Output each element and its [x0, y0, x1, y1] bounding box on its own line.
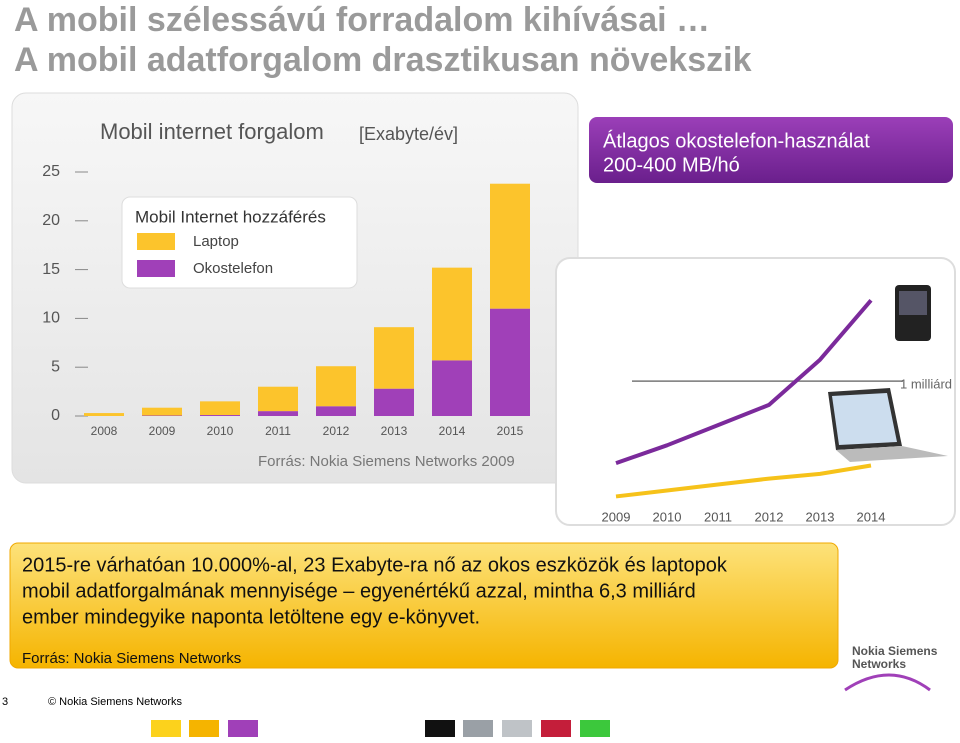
bar-segment: [200, 401, 240, 416]
legend-label: Laptop: [193, 233, 239, 250]
x-tick-label: 2014: [439, 424, 466, 438]
bar-segment: [490, 308, 530, 416]
legend-swatch: [137, 233, 175, 250]
slide-title: A mobil adatforgalom drasztikusan növeks…: [14, 41, 752, 79]
color-squares: [151, 720, 610, 737]
usage-text: 200-400 MB/hó: [603, 154, 740, 176]
legend-title: Mobil Internet hozzáférés: [135, 207, 326, 226]
page-number: 3: [2, 696, 8, 708]
phone-icon: [895, 285, 931, 341]
x-tick-label: 2013: [806, 509, 835, 524]
callout-text: mobil adatforgalmának mennyisége – egyen…: [22, 580, 696, 602]
x-tick-label: 2014: [857, 509, 886, 524]
x-tick-label: 2011: [265, 424, 291, 438]
callout-source: Forrás: Nokia Siemens Networks: [22, 650, 241, 667]
line: [615, 298, 873, 466]
line: [615, 463, 872, 499]
x-tick-label: 2015: [497, 424, 524, 438]
x-tick-label: 2010: [653, 509, 682, 524]
y-tick-label: 10: [42, 310, 60, 327]
legend: [121, 196, 358, 289]
legend-label: Okostelefon: [193, 260, 273, 277]
logo: Networks: [852, 657, 906, 671]
slide-title: A mobil szélessávú forradalom kihívásai …: [14, 1, 710, 39]
reference-label: 1 milliárd: [900, 377, 952, 392]
bar-segment: [200, 415, 240, 416]
callout-text: 2015-re várhatóan 10.000%-al, 23 Exabyte…: [22, 554, 728, 576]
logo: Nokia Siemens: [852, 644, 938, 658]
x-tick-label: 2012: [755, 509, 784, 524]
bar-segment: [142, 407, 182, 416]
y-tick-label: 15: [42, 261, 60, 278]
chart-title: Mobil internet forgalom: [100, 119, 324, 144]
logo-swoosh: [844, 673, 931, 692]
bar-segment: [374, 327, 414, 389]
x-tick-label: 2010: [207, 424, 234, 438]
x-tick-label: 2008: [91, 424, 118, 438]
bar-segment: [258, 386, 298, 412]
x-tick-label: 2009: [149, 424, 176, 438]
source: Forrás: Nokia Siemens Networks 2009: [258, 453, 515, 470]
copyright: © Nokia Siemens Networks: [48, 696, 183, 708]
y-tick-label: 20: [42, 212, 60, 229]
y-tick-label: 5: [51, 358, 60, 375]
bar-segment: [316, 366, 356, 407]
bar-segment: [432, 267, 472, 361]
laptop-icon: [828, 388, 948, 462]
x-tick-label: 2012: [323, 424, 350, 438]
callout: [9, 542, 839, 669]
bar-segment: [84, 413, 124, 416]
callout-text: ember mindegyike naponta letöltene egy e…: [22, 606, 480, 628]
usage-text: Átlagos okostelefon-használat: [603, 129, 870, 152]
legend-swatch: [137, 260, 175, 277]
y-tick-label: 25: [42, 163, 60, 180]
usage-box: [589, 117, 953, 183]
x-tick-label: 2013: [381, 424, 408, 438]
bar-segment: [490, 183, 530, 309]
bar-segment: [316, 406, 356, 416]
x-tick-label: 2011: [704, 509, 732, 524]
y-tick-label: 0: [51, 407, 60, 424]
chart-unit: [Exabyte/év]: [359, 124, 458, 144]
x-tick-label: 2009: [602, 509, 631, 524]
bar-segment: [432, 360, 472, 416]
bar-segment: [374, 388, 414, 416]
bar-segment: [258, 411, 298, 416]
